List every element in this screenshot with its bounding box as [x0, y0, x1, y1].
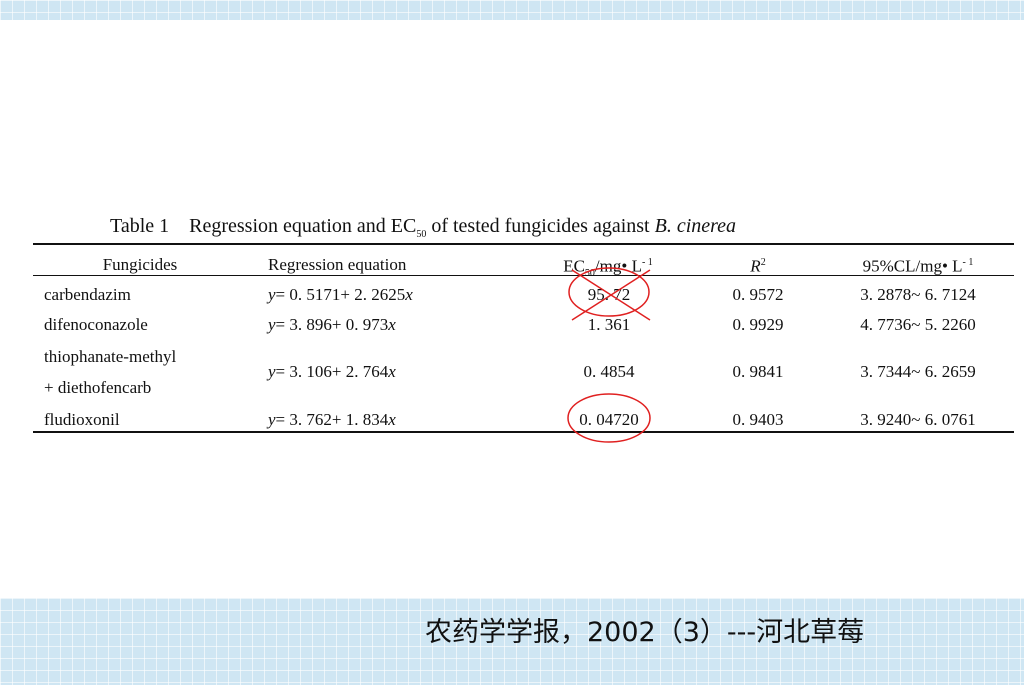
- header-rule: [33, 275, 1014, 276]
- equation-part: = 3. 762+ 1. 834: [275, 410, 389, 429]
- regression-equation: y= 3. 106+ 2. 764x: [268, 362, 396, 382]
- r2-value: 0. 9572: [732, 285, 784, 304]
- cl-value: 4. 7736~ 5. 2260: [860, 315, 976, 334]
- title-text: Regression equation and EC: [189, 215, 417, 237]
- fungicide-name: thiophanate-methyl: [44, 347, 177, 366]
- equation-part: x: [405, 285, 413, 304]
- top-rule: [33, 243, 1014, 245]
- header-text: 95%CL/mg• L: [862, 256, 963, 276]
- fungicide-name: fludioxonil: [44, 410, 120, 429]
- regression-equation: y= 3. 762+ 1. 834x: [268, 410, 396, 430]
- equation-part: y: [268, 410, 276, 429]
- regression-equation: y= 0. 5171+ 2. 2625x: [268, 285, 413, 305]
- equation-part: x: [388, 410, 396, 429]
- header-cell: Fungicides: [102, 255, 178, 274]
- header-text: /mg• L: [594, 256, 642, 276]
- ec50-value: 0. 4854: [583, 362, 635, 381]
- cl-value: 3. 2878~ 6. 7124: [860, 285, 976, 304]
- equation-part: x: [388, 362, 396, 381]
- cl-value: 3. 7344~ 6. 2659: [860, 362, 976, 381]
- ec50-value: 95. 72: [587, 285, 631, 304]
- header-text: EC: [563, 256, 585, 276]
- equation-part: = 0. 5171+ 2. 2625: [275, 285, 406, 304]
- equation-part: y: [268, 362, 276, 381]
- source-note: 农药学学报，2002（3）---河北草莓: [425, 617, 865, 648]
- title-rest: of tested fungicides against: [431, 215, 650, 237]
- header-text: R: [750, 256, 761, 276]
- header-cell: 95%CL/mg• L- 1: [863, 253, 974, 277]
- fungicide-name: carbendazim: [44, 285, 131, 304]
- ec50-value: 1. 361: [587, 315, 631, 334]
- header-cell: EC50/mg• L- 1: [563, 253, 653, 284]
- top-strip: [0, 0, 1024, 20]
- title-label: Table 1: [110, 215, 170, 237]
- equation-part: = 3. 106+ 2. 764: [275, 362, 389, 381]
- r2-value: 0. 9403: [732, 410, 784, 429]
- header-sup: - 1: [641, 257, 653, 268]
- regression-equation: y= 3. 896+ 0. 973x: [268, 315, 396, 335]
- bottom-rule: [33, 431, 1014, 433]
- title-species: B. cinerea: [654, 215, 737, 237]
- ec50-value: 0. 04720: [579, 410, 639, 429]
- r2-value: 0. 9841: [732, 362, 784, 381]
- equation-part: y: [268, 285, 276, 304]
- equation-part: y: [268, 315, 276, 334]
- header-sub: 50: [584, 268, 595, 280]
- equation-part: = 3. 896+ 0. 973: [275, 315, 389, 334]
- header-cell: R2: [750, 253, 765, 277]
- fungicide-name: + diethofencarb: [44, 378, 152, 397]
- table-title: Table 1 Regression equation and EC50 of …: [110, 216, 736, 245]
- cl-value: 3. 9240~ 6. 0761: [860, 410, 976, 429]
- title-sub: 50: [416, 229, 427, 240]
- header-sup: 2: [760, 257, 766, 268]
- r2-value: 0. 9929: [732, 315, 784, 334]
- fungicide-name: difenoconazole: [44, 315, 148, 334]
- equation-part: x: [388, 315, 396, 334]
- bottom-strip: [0, 598, 1024, 685]
- header-sup: - 1: [962, 257, 974, 268]
- header-cell: Regression equation: [268, 255, 407, 274]
